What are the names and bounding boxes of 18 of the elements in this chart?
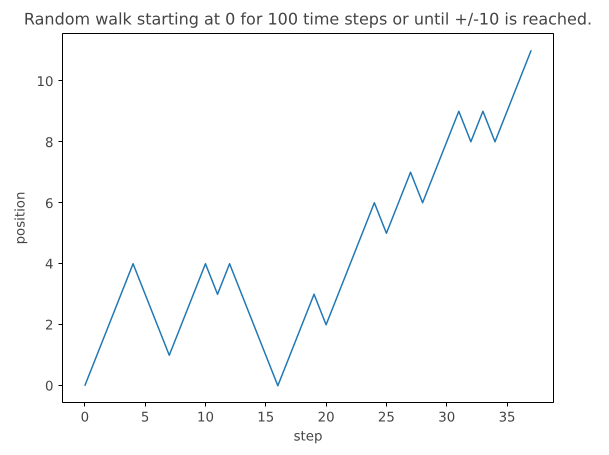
- y-axis-title: position: [14, 192, 29, 244]
- y-tick-label: 4: [45, 258, 54, 273]
- y-tick-label: 2: [45, 318, 54, 334]
- line-series: [84, 50, 532, 386]
- x-tick-label: 5: [140, 410, 150, 426]
- y-tick-label: 6: [45, 196, 54, 212]
- x-tick-label: 30: [438, 410, 456, 426]
- y-tick-label: 8: [45, 136, 54, 151]
- x-tick-label: 25: [378, 410, 395, 426]
- chart-title: Random walk starting at 0 for 100 time steps or until +/-10 is reached.: [24, 10, 592, 28]
- x-tick-label: 20: [318, 410, 335, 426]
- x-axis-title: step: [294, 430, 322, 444]
- y-tick-label: 10: [36, 74, 54, 90]
- x-tick-label: 10: [196, 410, 214, 426]
- x-tick-label: 35: [498, 410, 516, 426]
- x-tick-label: 15: [257, 410, 274, 426]
- x-tick-label: 0: [80, 410, 90, 426]
- y-tick-label: 0: [45, 380, 54, 395]
